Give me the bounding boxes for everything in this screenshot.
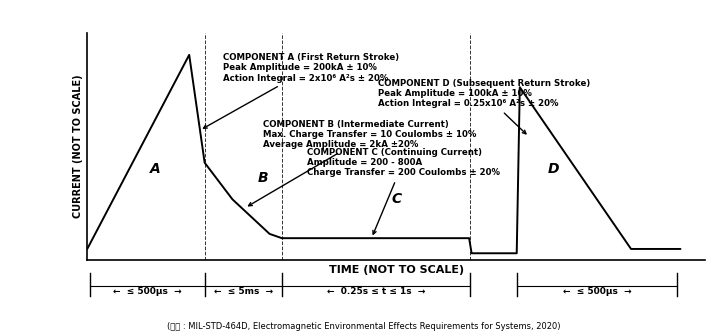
Text: ←  ≤ 5ms  →: ← ≤ 5ms → [214,287,273,296]
Text: D: D [548,162,560,176]
Text: (출처 : MIL-STD-464D, Electromagnetic Environmental Effects Requirements for Syste: (출처 : MIL-STD-464D, Electromagnetic Envi… [166,322,561,331]
Text: ←  ≤ 500μs  →: ← ≤ 500μs → [563,287,631,296]
Text: A: A [150,162,161,176]
X-axis label: TIME (NOT TO SCALE): TIME (NOT TO SCALE) [329,265,464,275]
Text: B: B [258,171,269,185]
Text: COMPONENT B (Intermediate Current)
Max. Charge Transfer = 10 Coulombs ± 10%
Aver: COMPONENT B (Intermediate Current) Max. … [249,120,477,206]
Text: C: C [391,192,401,206]
Text: COMPONENT A (First Return Stroke)
Peak Amplitude = 200kA ± 10%
Action Integral =: COMPONENT A (First Return Stroke) Peak A… [204,53,399,128]
Text: ←  ≤ 500μs  →: ← ≤ 500μs → [113,287,182,296]
Text: COMPONENT C (Continuing Current)
Amplitude = 200 - 800A
Charge Transfer = 200 Co: COMPONENT C (Continuing Current) Amplitu… [307,148,499,234]
Text: COMPONENT D (Subsequent Return Stroke)
Peak Amplitude = 100kA ± 10%
Action Integ: COMPONENT D (Subsequent Return Stroke) P… [378,79,590,134]
Y-axis label: CURRENT (NOT TO SCALE): CURRENT (NOT TO SCALE) [73,75,83,218]
Text: ←  0.25s ≤ t ≤ 1s  →: ← 0.25s ≤ t ≤ 1s → [327,287,425,296]
